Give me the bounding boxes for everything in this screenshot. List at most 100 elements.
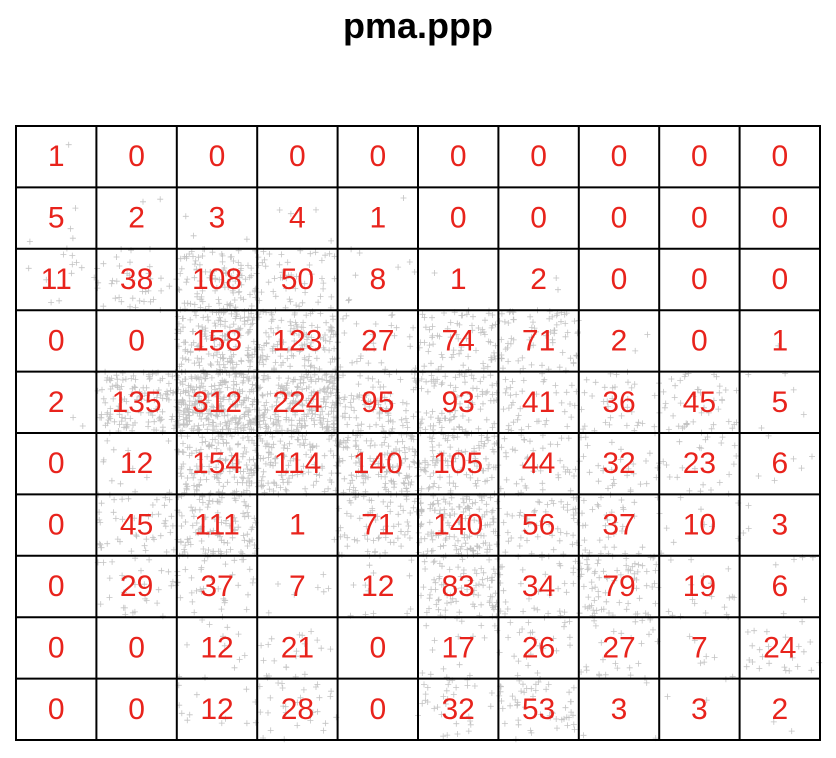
quadrat-count: 0 bbox=[209, 140, 226, 173]
quadrat-count: 12 bbox=[361, 570, 394, 603]
quadrat-count: 7 bbox=[289, 570, 306, 603]
quadrat-count: 17 bbox=[442, 631, 475, 664]
quadrat-count: 0 bbox=[369, 693, 386, 726]
quadrat-grid bbox=[15, 125, 821, 741]
quadrat-count: 38 bbox=[120, 263, 153, 296]
quadrat-count: 0 bbox=[289, 140, 306, 173]
quadrat-count: 53 bbox=[522, 693, 555, 726]
quadrat-count: 0 bbox=[48, 570, 65, 603]
quadrat-count: 154 bbox=[192, 447, 242, 480]
quadrat-count: 0 bbox=[48, 693, 65, 726]
quadrat-count: 32 bbox=[442, 693, 475, 726]
quadrat-count: 8 bbox=[369, 263, 386, 296]
quadrat-count: 56 bbox=[522, 509, 555, 542]
quadrat-count: 6 bbox=[771, 447, 788, 480]
quadrat-count: 0 bbox=[771, 263, 788, 296]
quadrat-count: 123 bbox=[272, 324, 322, 357]
quadrat-count: 45 bbox=[120, 509, 153, 542]
quadrat-count: 79 bbox=[602, 570, 635, 603]
quadrat-count: 12 bbox=[200, 693, 233, 726]
quadrat-count: 3 bbox=[611, 693, 628, 726]
quadrat-count: 0 bbox=[128, 693, 145, 726]
quadrat-count: 41 bbox=[522, 386, 555, 419]
quadrat-count: 34 bbox=[522, 570, 555, 603]
quadrat-count: 0 bbox=[48, 509, 65, 542]
quadrat-count: 24 bbox=[763, 631, 796, 664]
quadrat-count: 1 bbox=[369, 202, 386, 235]
quadrat-count: 0 bbox=[128, 631, 145, 664]
quadrat-count: 6 bbox=[771, 570, 788, 603]
quadrat-count: 0 bbox=[771, 140, 788, 173]
quadrat-count: 32 bbox=[602, 447, 635, 480]
quadrat-count: 1 bbox=[450, 263, 467, 296]
quadrat-count: 4 bbox=[289, 202, 306, 235]
quadrat-count: 3 bbox=[691, 693, 708, 726]
quadrat-count: 105 bbox=[433, 447, 483, 480]
quadrat-count: 0 bbox=[48, 447, 65, 480]
quadrat-count: 0 bbox=[369, 140, 386, 173]
quadrat-count: 74 bbox=[442, 324, 475, 357]
quadrat-count: 0 bbox=[771, 202, 788, 235]
quadrat-count: 0 bbox=[128, 324, 145, 357]
quadrat-count-labels: 1 0 0 0 0 0 0 0 0 05 2 3 4 1 0 0 0 0 011 38 108 50 8 1 2 0 0 00 0 158… bbox=[41, 140, 797, 726]
quadrat-count: 2 bbox=[611, 324, 628, 357]
quadrat-count: 0 bbox=[530, 202, 547, 235]
quadrat-count: 26 bbox=[522, 631, 555, 664]
quadrat-count: 0 bbox=[48, 631, 65, 664]
quadrat-count: 0 bbox=[691, 202, 708, 235]
quadrat-count: 21 bbox=[281, 631, 314, 664]
quadrat-count: 0 bbox=[48, 324, 65, 357]
quadrat-count: 1 bbox=[289, 509, 306, 542]
quadrat-count: 2 bbox=[530, 263, 547, 296]
quadrat-count: 29 bbox=[120, 570, 153, 603]
quadrat-count: 83 bbox=[442, 570, 475, 603]
quadrat-count: 111 bbox=[194, 509, 240, 542]
quadrat-count: 0 bbox=[450, 202, 467, 235]
quadrat-count: 93 bbox=[442, 386, 475, 419]
quadrat-count: 7 bbox=[691, 631, 708, 664]
quadrat-count: 27 bbox=[361, 324, 394, 357]
quadrat-count: 135 bbox=[112, 386, 162, 419]
quadrat-count: 23 bbox=[683, 447, 716, 480]
chart-title: pma.ppp bbox=[343, 5, 493, 46]
quadrat-count: 114 bbox=[273, 447, 321, 480]
quadrat-count: 0 bbox=[530, 140, 547, 173]
quadrat-count: 12 bbox=[200, 631, 233, 664]
quadrat-count: 37 bbox=[602, 509, 635, 542]
quadrat-count: 27 bbox=[602, 631, 635, 664]
quadrat-count: 95 bbox=[361, 386, 394, 419]
quadrat-count: 2 bbox=[48, 386, 65, 419]
quadrat-count: 2 bbox=[128, 202, 145, 235]
quadrat-count: 0 bbox=[128, 140, 145, 173]
quadrat-count: 10 bbox=[683, 509, 716, 542]
quadrat-count: 0 bbox=[611, 263, 628, 296]
quadrat-count: 44 bbox=[522, 447, 555, 480]
quadrat-count: 45 bbox=[683, 386, 716, 419]
quadrat-count: 0 bbox=[611, 202, 628, 235]
quadrat-count: 5 bbox=[771, 386, 788, 419]
quadrat-count: 224 bbox=[272, 386, 322, 419]
quadrat-count: 12 bbox=[120, 447, 153, 480]
quadrat-count: 19 bbox=[683, 570, 716, 603]
quadrat-count: 36 bbox=[602, 386, 635, 419]
quadrat-count: 1 bbox=[48, 140, 65, 173]
quadrat-count: 0 bbox=[369, 631, 386, 664]
quadrat-count: 312 bbox=[192, 386, 242, 419]
quadrat-count: 140 bbox=[433, 509, 483, 542]
quadrat-count: 158 bbox=[192, 324, 242, 357]
quadrat-count: 2 bbox=[771, 693, 788, 726]
quadrat-count: 5 bbox=[48, 202, 65, 235]
quadrat-count: 71 bbox=[361, 509, 394, 542]
quadrat-count: 0 bbox=[691, 140, 708, 173]
quadrat-count: 3 bbox=[209, 202, 226, 235]
quadrat-count: 140 bbox=[353, 447, 403, 480]
quadrat-count: 50 bbox=[281, 263, 314, 296]
quadrat-count: 37 bbox=[200, 570, 233, 603]
quadrat-count: 108 bbox=[192, 263, 242, 296]
quadrat-count: 1 bbox=[771, 324, 788, 357]
quadrat-count: 0 bbox=[611, 140, 628, 173]
quadrat-count: 11 bbox=[41, 263, 72, 296]
quadrat-count: 0 bbox=[691, 263, 708, 296]
quadrat-count: 3 bbox=[771, 509, 788, 542]
